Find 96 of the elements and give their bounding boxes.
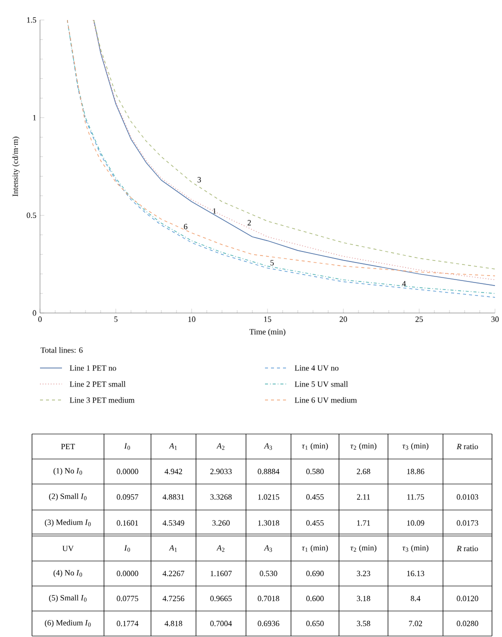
text: 0.0000 (116, 468, 138, 474)
text: 3.260 (212, 520, 230, 526)
annotation: 1 (212, 208, 216, 214)
text: (1) No I$_{0}$ (53, 468, 82, 476)
text: 0.455 (306, 494, 324, 500)
y-tick-label: 1 (33, 115, 36, 120)
text: 4.818 (164, 620, 182, 626)
x-axis-title: Time (min) (249, 328, 286, 336)
text: (6) Medium I$_{0}$ (44, 620, 91, 628)
text: 0.0957 (116, 494, 138, 500)
text: 0.580 (306, 468, 324, 474)
text: 1.0215 (258, 494, 280, 500)
annotation: 5 (270, 260, 274, 266)
text: 4.8831 (162, 494, 184, 500)
text: 3.58 (356, 620, 370, 626)
text: 4.942 (164, 468, 182, 474)
y-axis-title: Intensity (cd/m·m) (12, 136, 20, 196)
x-tick-label: 25 (415, 316, 423, 322)
text: A$_{1}$ (168, 545, 177, 552)
text: A$_{1}$ (168, 443, 177, 450)
text: R ratio (456, 546, 478, 552)
text: 8.4 (410, 596, 420, 602)
text: I$_{0}$ (124, 545, 130, 552)
text: 0.0775 (116, 596, 138, 602)
text: τ$_{3}$ (min) (402, 544, 428, 552)
text: UV (62, 546, 74, 552)
legend-label: Line 2 PET small (70, 381, 126, 387)
text: 18.86 (407, 468, 424, 474)
x-tick-label: 5 (114, 316, 118, 322)
legend-label: Line 6 UV medium (294, 397, 357, 403)
text: (4) No I$_{0}$ (53, 570, 82, 578)
x-tick-label: 0 (38, 316, 42, 322)
text: R ratio (456, 444, 478, 450)
legend-label: Line 4 UV no (294, 365, 338, 371)
text: 2.11 (356, 494, 370, 500)
legend-title: Total lines: 6 (40, 347, 82, 353)
text: 3.3268 (210, 494, 232, 500)
text: 0.7004 (210, 620, 232, 626)
text: A$_{2}$ (216, 545, 224, 552)
annotation: 6 (184, 224, 188, 230)
text: (5) Small I$_{0}$ (48, 594, 86, 602)
text: 0.0000 (116, 570, 138, 576)
text: 0.6936 (258, 620, 280, 626)
y-tick-label: 1.5 (27, 17, 36, 23)
text: 0.530 (260, 570, 278, 576)
annotation: 2 (247, 220, 251, 226)
text: (3) Medium I$_{0}$ (44, 519, 91, 527)
text: 1.71 (357, 520, 370, 526)
text: 2.68 (356, 468, 370, 474)
text: 4.7256 (162, 596, 184, 602)
text: 0.690 (306, 570, 324, 576)
text: τ$_{1}$ (min) (302, 442, 328, 450)
legend-label: Line 1 PET no (70, 365, 116, 371)
text: τ$_{3}$ (min) (402, 442, 428, 450)
text: 3.18 (356, 596, 370, 602)
text: 0.0103 (456, 494, 478, 500)
text: 16.13 (407, 570, 424, 576)
y-tick-label: 0.5 (26, 212, 36, 218)
text: 0.0120 (456, 596, 478, 602)
text: 0.600 (306, 596, 324, 602)
annotation: 3 (197, 177, 201, 182)
text: 0.1601 (116, 520, 138, 526)
text: 0.9665 (210, 596, 232, 602)
x-tick-label: 20 (340, 316, 347, 322)
text: A$_{2}$ (216, 443, 224, 450)
text: 11.75 (407, 494, 424, 500)
text: 0.650 (306, 620, 324, 626)
text: 0.0280 (456, 620, 478, 626)
text: 4.5349 (162, 520, 184, 526)
text: I$_{0}$ (124, 443, 130, 450)
text: τ$_{2}$ (min) (350, 544, 376, 552)
text: 0.7018 (258, 596, 280, 602)
text: A$_{3}$ (264, 545, 272, 552)
text: 1.1607 (210, 570, 232, 576)
text: (2) Small I$_{0}$ (48, 493, 86, 501)
text: 3.23 (356, 570, 370, 576)
legend-label: Line 3 PET medium (70, 397, 134, 403)
y-tick-label: 0 (32, 310, 36, 316)
x-tick-label: 15 (264, 316, 272, 322)
text: 2.9033 (210, 468, 232, 474)
text: 1.3018 (258, 520, 280, 526)
text: τ$_{2}$ (min) (350, 442, 376, 450)
annotation: 4 (402, 281, 406, 286)
x-tick-label: 10 (188, 316, 196, 322)
text: 7.02 (408, 620, 422, 626)
text: 10.09 (407, 520, 424, 526)
x-tick-label: 30 (491, 316, 499, 322)
text: 0.8884 (258, 468, 280, 474)
text: 0.455 (306, 520, 324, 526)
legend-label: Line 5 UV small (294, 381, 348, 387)
text: A$_{3}$ (264, 443, 272, 450)
text: 0.1774 (116, 620, 138, 626)
text: 0.0173 (456, 520, 478, 526)
text: PET (60, 444, 75, 450)
text: 4.2267 (162, 570, 184, 576)
text: τ$_{1}$ (min) (302, 544, 328, 552)
